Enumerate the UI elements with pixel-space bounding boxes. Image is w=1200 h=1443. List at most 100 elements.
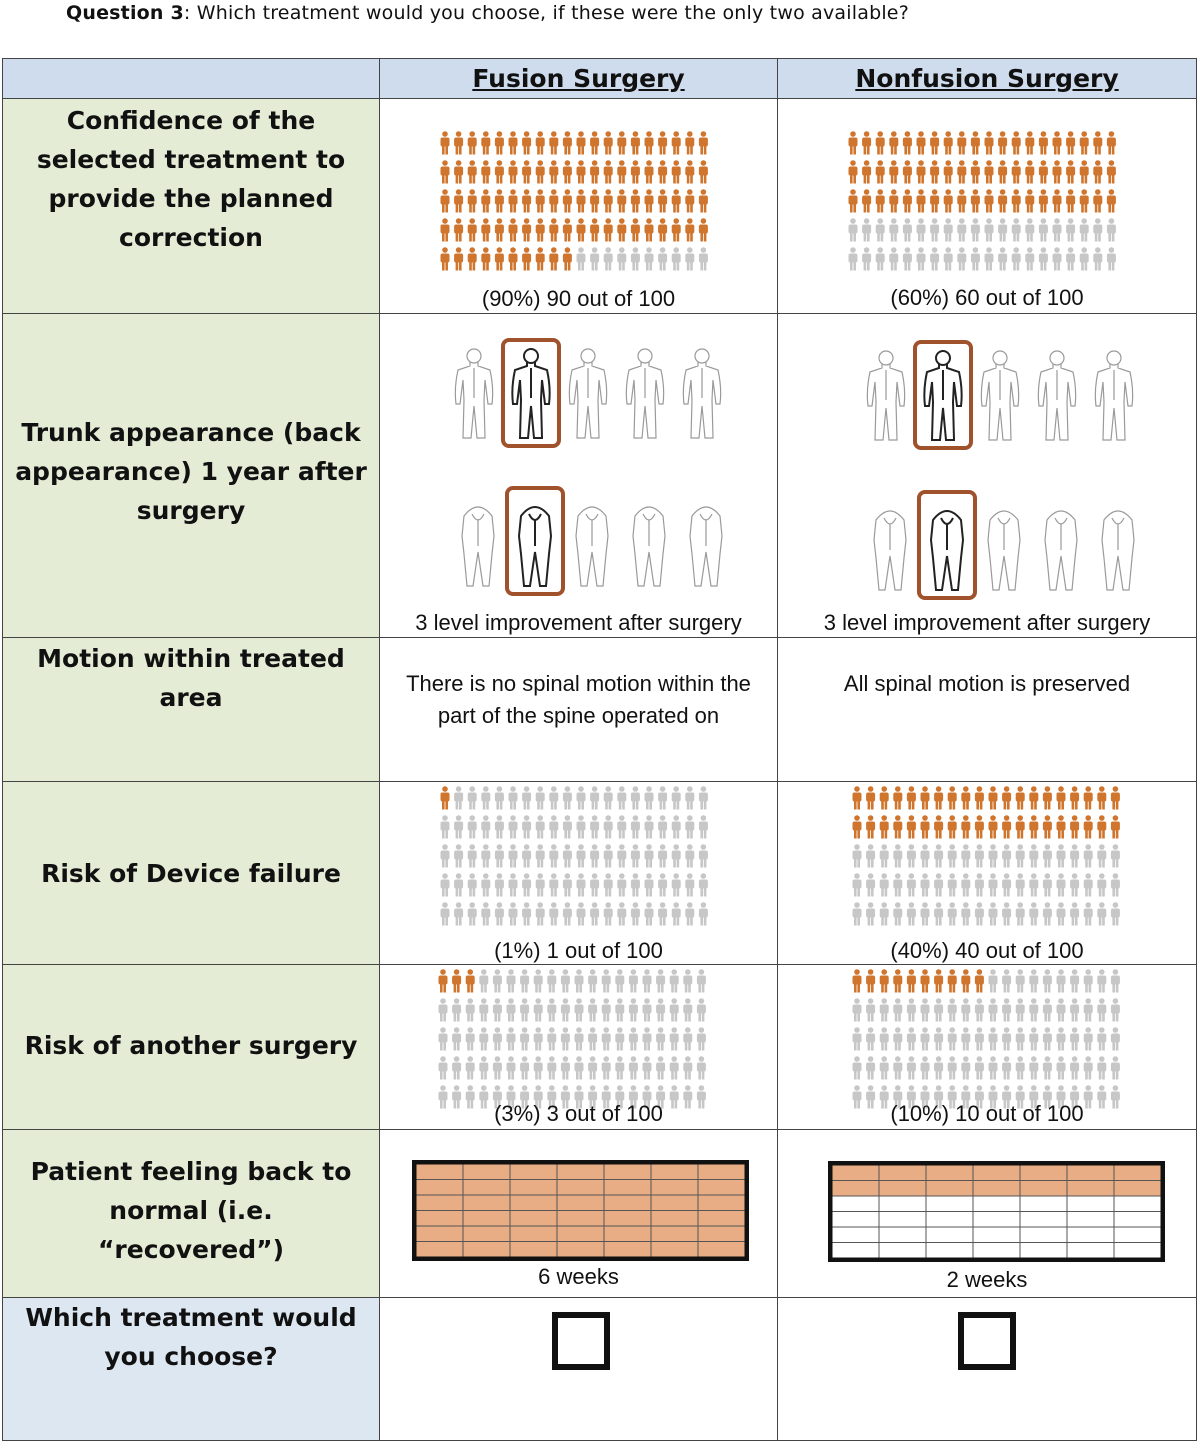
person-icon	[671, 844, 681, 868]
person-icon	[1056, 815, 1066, 839]
person-icon	[671, 902, 681, 926]
person-icon	[862, 218, 872, 242]
person-icon	[590, 844, 600, 868]
person-icon	[1083, 1085, 1093, 1109]
person-icon	[988, 969, 998, 993]
person-icon	[1029, 902, 1039, 926]
week-cell	[650, 1194, 699, 1211]
person-icon	[852, 1085, 862, 1109]
person-icon	[852, 998, 862, 1022]
person-icon	[852, 844, 862, 868]
person-icon	[1083, 902, 1093, 926]
person-icon	[630, 247, 640, 271]
person-icon	[479, 998, 489, 1022]
person-icon	[508, 786, 518, 810]
person-icon	[1042, 1056, 1052, 1080]
person-icon	[998, 160, 1008, 184]
person-icon	[683, 1056, 693, 1080]
person-icon	[440, 189, 450, 213]
person-icon	[562, 160, 572, 184]
person-icon	[862, 189, 872, 213]
person-icon	[685, 902, 695, 926]
person-icon	[508, 247, 518, 271]
trunk-fusion-bending-figures	[454, 486, 749, 602]
person-icon	[603, 873, 613, 897]
person-icon	[535, 160, 545, 184]
person-icon	[902, 247, 912, 271]
choose-fusion-checkbox[interactable]	[552, 1312, 610, 1370]
person-icon	[574, 1056, 584, 1080]
standing-figure	[568, 348, 608, 439]
confidence-nonfusion-pictogram	[848, 131, 1120, 276]
person-icon	[1029, 1056, 1039, 1080]
person-icon	[549, 189, 559, 213]
person-icon	[1079, 218, 1089, 242]
person-icon	[630, 786, 640, 810]
person-icon	[576, 873, 586, 897]
person-icon	[440, 160, 450, 184]
week-cell	[972, 1180, 1021, 1197]
motion-fusion-cell: There is no spinal motion within the par…	[379, 637, 778, 782]
week-cell	[1113, 1242, 1162, 1259]
person-icon	[906, 902, 916, 926]
person-icon	[920, 815, 930, 839]
person-icon	[930, 247, 940, 271]
person-icon	[562, 815, 572, 839]
choose-nonfusion-checkbox[interactable]	[958, 1312, 1016, 1370]
person-icon	[961, 998, 971, 1022]
person-icon	[916, 247, 926, 271]
person-icon	[576, 786, 586, 810]
recovery-nonfusion-caption: 2 weeks	[946, 1267, 1028, 1292]
person-icon	[603, 189, 613, 213]
week-cell	[925, 1195, 974, 1212]
person-icon	[1083, 873, 1093, 897]
person-icon	[1052, 131, 1062, 155]
person-icon	[1038, 189, 1048, 213]
person-icon	[1002, 873, 1012, 897]
person-icon	[879, 969, 889, 993]
person-icon	[1029, 786, 1039, 810]
person-icon	[481, 815, 491, 839]
person-icon	[520, 1085, 530, 1109]
person-icon	[1052, 247, 1062, 271]
another-nonfusion-pictogram	[852, 969, 1124, 1114]
person-icon	[481, 902, 491, 926]
person-icon	[1083, 844, 1093, 868]
person-icon	[454, 844, 464, 868]
week-cell	[1113, 1164, 1162, 1181]
person-icon	[1093, 247, 1103, 271]
standing-figure	[923, 350, 963, 441]
person-icon	[642, 1085, 652, 1109]
person-icon	[696, 1027, 706, 1051]
person-icon	[866, 969, 876, 993]
person-icon	[467, 189, 477, 213]
person-icon	[852, 969, 862, 993]
person-icon	[920, 844, 930, 868]
person-icon	[1002, 786, 1012, 810]
person-icon	[671, 131, 681, 155]
week-cell	[972, 1195, 1021, 1212]
person-icon	[1066, 189, 1076, 213]
person-icon	[1029, 815, 1039, 839]
person-icon	[988, 786, 998, 810]
person-icon	[630, 160, 640, 184]
person-icon	[601, 1027, 611, 1051]
person-icon	[590, 189, 600, 213]
week-cell	[415, 1194, 464, 1211]
person-icon	[1056, 1027, 1066, 1051]
person-icon	[603, 844, 613, 868]
person-icon	[920, 873, 930, 897]
person-icon	[906, 969, 916, 993]
person-icon	[920, 969, 930, 993]
trunk-nonfusion-standing-figures	[862, 340, 1157, 456]
bending-figure	[987, 510, 1021, 591]
week-cell	[925, 1242, 974, 1259]
person-icon	[642, 1027, 652, 1051]
bending-figure	[689, 506, 723, 587]
person-icon	[943, 160, 953, 184]
person-icon	[494, 218, 504, 242]
week-cell	[415, 1225, 464, 1242]
person-icon	[906, 873, 916, 897]
person-icon	[1083, 969, 1093, 993]
week-cell	[1019, 1242, 1068, 1259]
